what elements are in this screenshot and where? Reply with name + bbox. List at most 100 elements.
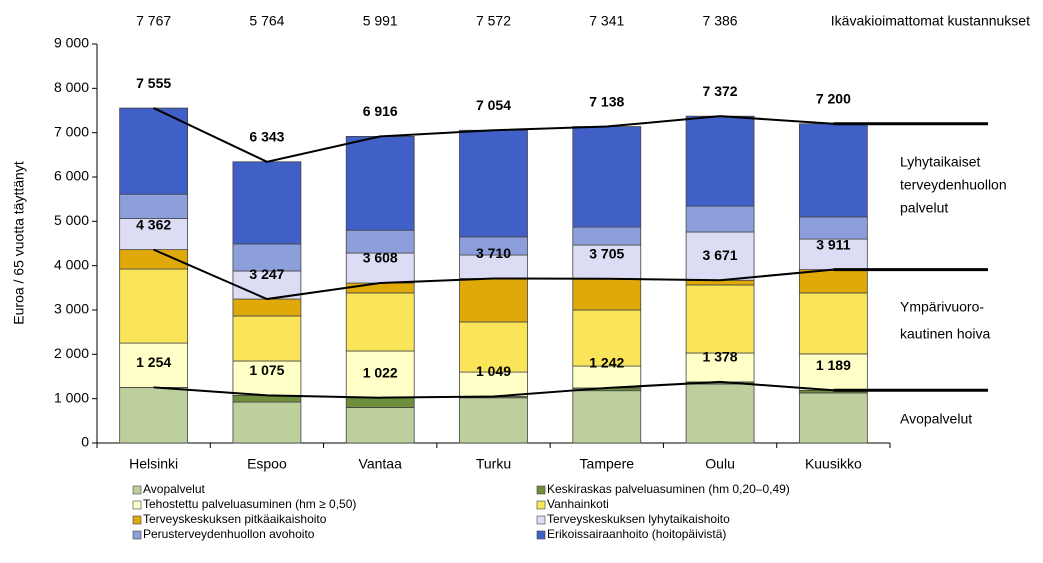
y-tick-label: 8 000 (54, 79, 89, 95)
bar-segment (119, 107, 189, 195)
y-tick-label: 0 (81, 434, 89, 450)
annotation-line (153, 380, 834, 399)
x-tick-label: Kuusikko (805, 456, 862, 472)
x-tick-label: Vantaa (359, 456, 403, 472)
y-axis-label: Euroa / 65 vuotta täyttänyt (11, 161, 27, 325)
annotation-value-label: 3 911 (816, 236, 850, 252)
annotation-value-label: 6 343 (249, 128, 284, 144)
annotation-label: palvelut (900, 200, 948, 216)
legend-swatch (132, 530, 142, 540)
legend-label: Vanhainkoti (547, 497, 609, 511)
top-value-label: 5 991 (363, 13, 398, 29)
y-tick-label: 4 000 (54, 256, 89, 272)
y-tick-label: 3 000 (54, 301, 89, 317)
bar-segment (572, 390, 642, 444)
legend-label: Erikoissairaanhoito (hoitopäivistä) (547, 527, 726, 541)
legend-swatch (536, 515, 546, 525)
annotation-value-label: 7 054 (476, 97, 511, 113)
y-tick-label: 2 000 (54, 345, 89, 361)
bar-segment (685, 231, 755, 281)
y-tick-label: 1 000 (54, 389, 89, 405)
annotation-value-label: 1 189 (816, 357, 851, 373)
annotation-line (153, 248, 834, 301)
bar-segment (345, 252, 415, 284)
annotation-label: terveydenhuollon (900, 177, 1007, 193)
top-value-label: 7 341 (589, 13, 624, 29)
legend-swatch (132, 485, 142, 495)
bar-segment (798, 123, 868, 218)
annotation-value-label: 7 200 (816, 91, 851, 107)
annotation-value-label: 3 710 (476, 245, 511, 261)
bar-segment (345, 397, 415, 408)
x-tick-label: Tampere (580, 456, 635, 472)
annotation-value-label: 1 075 (249, 362, 284, 378)
bar-segment (459, 397, 528, 444)
annotation-value-label: 7 372 (703, 83, 738, 99)
top-value-label: 7 386 (703, 13, 738, 29)
legend-label: Tehostettu palveluasuminen (hm ≥ 0,50) (143, 497, 356, 511)
bar-segment (232, 298, 302, 317)
y-tick-label: 7 000 (54, 123, 89, 139)
annotation-value-label: 1 378 (703, 349, 738, 365)
bar-segment (685, 352, 755, 383)
legend-swatch (536, 530, 546, 540)
bar-segment (119, 342, 189, 388)
legend-swatch (132, 515, 142, 525)
bar-segment (345, 292, 415, 352)
bar-segment (685, 284, 755, 354)
bar-segment (459, 321, 528, 373)
bar-segment (345, 135, 415, 231)
bar-segment (119, 387, 189, 444)
annotation-line (153, 107, 834, 163)
annotation-value-label: 1 242 (589, 355, 624, 371)
annotation-label: kautinen hoiva (900, 326, 991, 342)
annotation-value-label: 3 247 (249, 266, 284, 282)
bar-segment (232, 315, 302, 362)
bar-segment (685, 383, 755, 444)
top-value-label: 5 764 (249, 13, 284, 29)
legend-label: Terveyskeskuksen lyhytaikaishoito (547, 512, 730, 526)
annotation-value-label: 1 254 (136, 354, 171, 370)
bar-segment (798, 269, 868, 294)
bar-segment (798, 292, 868, 355)
annotation-value-label: 1 022 (363, 364, 398, 380)
y-tick-label: 5 000 (54, 212, 89, 228)
annotation-value-label: 4 362 (136, 216, 171, 232)
annotation-value-label: 3 608 (363, 250, 398, 266)
x-tick-label: Oulu (705, 456, 735, 472)
bar-segment (345, 407, 415, 444)
legend-swatch (536, 500, 546, 510)
bar-segment (685, 205, 755, 233)
bar-segment (119, 193, 189, 219)
bar-segment (459, 278, 528, 323)
bar-segment (798, 392, 868, 444)
legend-swatch (536, 485, 546, 495)
annotation-value-label: 3 705 (589, 245, 624, 261)
annotation-value-label: 1 049 (476, 363, 511, 379)
bar-segment (572, 226, 642, 246)
annotation-label: Ympärivuoro- (900, 299, 984, 315)
annotation-label: Lyhytaikaiset (900, 154, 981, 170)
bar-segment (232, 243, 302, 272)
legend-label: Terveyskeskuksen pitkäaikaishoito (143, 512, 327, 526)
bar-segment (572, 309, 642, 367)
bar-segment (232, 161, 302, 245)
annotation-value-label: 3 671 (703, 247, 738, 263)
legend-label: Keskiraskas palveluasuminen (hm 0,20–0,4… (547, 482, 790, 496)
x-tick-label: Turku (476, 456, 511, 472)
bar-segment (685, 115, 755, 207)
bar-segment (572, 126, 642, 228)
legend-label: Avopalvelut (143, 482, 205, 496)
legend-label: Perusterveydenhuollon avohoito (143, 527, 315, 541)
bar-segment (232, 360, 302, 396)
x-tick-label: Helsinki (129, 456, 178, 472)
bar-segment (119, 268, 189, 344)
top-label-title: Ikävakioimattomat kustannukset (831, 13, 1030, 29)
bar-segment (232, 401, 302, 444)
annotation-value-label: 6 916 (363, 103, 398, 119)
top-value-label: 7 767 (136, 13, 171, 29)
legend-swatch (132, 500, 142, 510)
bar-segment (572, 278, 642, 311)
top-value-label: 7 572 (476, 13, 511, 29)
